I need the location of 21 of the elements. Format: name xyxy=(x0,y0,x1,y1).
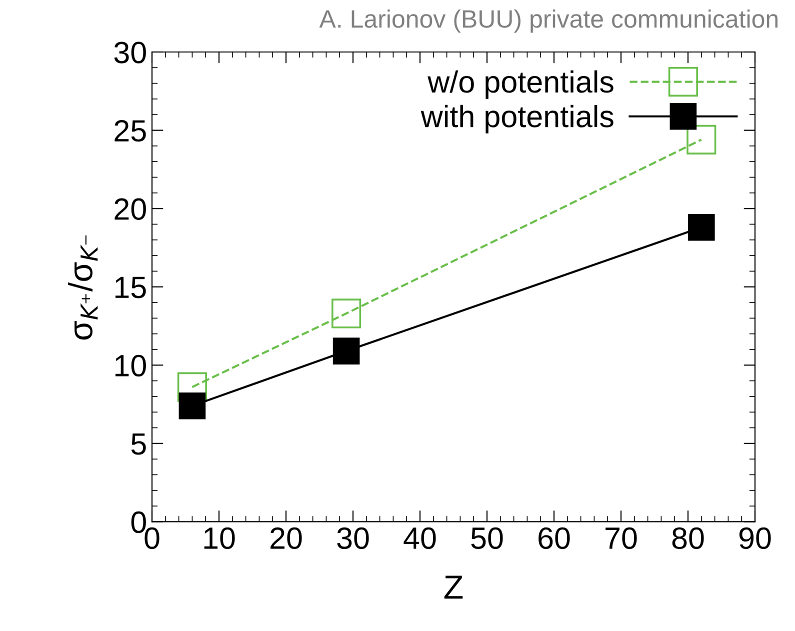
x-tick-label: 30 xyxy=(337,527,369,550)
y-axis-title: σ$_{K⁺}$/σ$_{K⁻}$ xyxy=(68,235,98,340)
y-tick-label: 25 xyxy=(114,120,146,142)
x-tick-label: 70 xyxy=(606,527,637,550)
x-tick-label: 80 xyxy=(672,527,704,550)
x-tick-label: 10 xyxy=(204,527,235,550)
y-tick-label: 15 xyxy=(115,276,146,298)
y-tick-label: 20 xyxy=(114,198,146,220)
legend-label: with potentials xyxy=(420,104,614,134)
x-tick-label: 20 xyxy=(270,527,302,550)
x-tick-label: 60 xyxy=(538,527,570,550)
y-tick-label: 30 xyxy=(114,42,146,64)
text: A. Larionov (BUU) private communication xyxy=(319,9,778,33)
x-tick-label: 50 xyxy=(471,527,503,550)
x-tick-label: 90 xyxy=(739,527,771,550)
x-tick-label: 40 xyxy=(404,527,436,550)
y-tick-label: 5 xyxy=(131,433,146,455)
y-tick-label: 10 xyxy=(115,354,146,377)
x-axis-title: Z xyxy=(444,576,463,599)
legend-label: w/o potentials xyxy=(428,70,614,99)
y-tick-label: 0 xyxy=(131,511,146,534)
